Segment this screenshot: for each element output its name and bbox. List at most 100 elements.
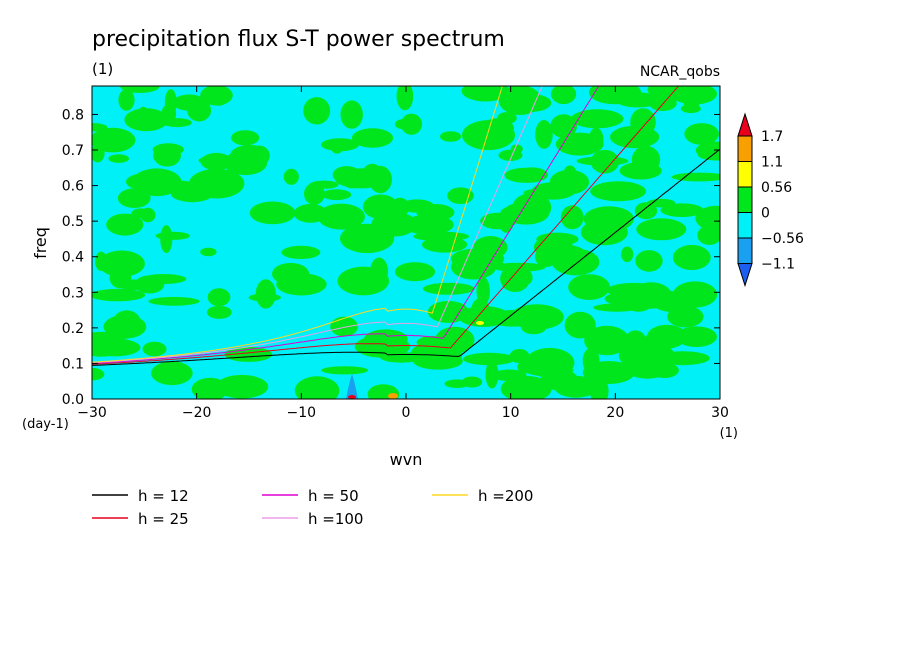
contour-blob (200, 152, 233, 171)
x-axis-label: wvn (390, 450, 423, 469)
contour-blob (593, 303, 640, 312)
contour-blob (568, 274, 610, 300)
colorbar-label: −0.56 (761, 231, 804, 247)
curve-legend: h = 12 h = 25 h = 50 h =100 h =200 (92, 487, 533, 528)
contour-blob (215, 374, 269, 399)
contour-blob (340, 100, 363, 129)
x-tick-label: 30 (711, 405, 729, 421)
contour-blob (283, 168, 299, 185)
y-axis-label: freq (31, 227, 50, 259)
colorbar-segment (737, 212, 753, 239)
contour-blob (92, 127, 136, 153)
contour-blob (153, 144, 182, 167)
y-axis-unit: (day-1) (22, 417, 69, 432)
contour-blob (321, 366, 369, 375)
contour-blob (223, 150, 268, 176)
contour-blob (332, 166, 361, 184)
colorbar-top-triangle (737, 112, 753, 137)
contour-blob (422, 282, 475, 295)
legend-label: h =100 (308, 510, 363, 528)
contour-blob (667, 305, 704, 328)
contour-blob (487, 310, 537, 327)
dispersion-curve (92, 86, 600, 364)
contour-peak-red (348, 395, 356, 399)
contour-blob (634, 202, 658, 220)
contour-blob (660, 203, 704, 217)
contour-blob (106, 213, 144, 236)
contour-blob (440, 131, 462, 142)
y-axis-ticks: 0.0 0.1 0.2 0.3 0.4 0.5 0.6 0.7 0.8 (62, 107, 720, 408)
contour-blob (461, 86, 510, 102)
dispersion-curve (92, 86, 503, 363)
contour-blob (551, 86, 577, 105)
contour-blob (92, 367, 105, 381)
contour-blob (549, 169, 590, 195)
dispersion-curve (92, 148, 720, 366)
y-tick-label: 0.0 (62, 392, 84, 408)
chart-subtitle-left: (1) (92, 60, 113, 78)
contour-blob (576, 156, 629, 166)
contour-blob (584, 325, 630, 356)
y-tick-label: 0.4 (62, 250, 84, 266)
colorbar-segment (737, 161, 753, 188)
contour-blob (480, 212, 517, 230)
y-tick-label: 0.1 (62, 356, 84, 372)
contour-blob (655, 351, 710, 366)
contour-blob (351, 128, 394, 148)
contour-blob (672, 244, 711, 271)
legend-label: h = 12 (138, 487, 189, 505)
contour-blob (276, 273, 327, 296)
dispersion-curves (92, 86, 720, 366)
contour-blob (148, 296, 200, 306)
contour-blob (294, 376, 340, 399)
contour-blob (695, 141, 720, 159)
contour-blob (321, 189, 352, 201)
contour-blob (125, 173, 165, 191)
x-tick-label: −30 (77, 405, 107, 421)
contour-blob (345, 180, 358, 189)
contour-blob (444, 379, 470, 389)
y-tick-label: 0.8 (62, 107, 84, 123)
colorbar-bottom-triangle (737, 263, 753, 288)
contour-blob (112, 310, 141, 334)
contour-blob (516, 167, 548, 183)
contour-blob (509, 349, 530, 364)
chart-subtitle-right: NCAR_qobs (640, 64, 720, 80)
contour-peak-yellow (476, 321, 484, 325)
y-tick-label: 0.3 (62, 285, 84, 301)
contour-blob (497, 112, 517, 124)
contour-blob (140, 207, 156, 223)
x-axis-unit: (1) (720, 426, 738, 441)
contour-blob (92, 144, 105, 163)
y-tick-label: 0.7 (62, 143, 84, 159)
contour-blob (338, 275, 354, 290)
x-tick-label: −10 (287, 405, 317, 421)
contour-blob (303, 97, 331, 125)
contour-blob (395, 119, 410, 130)
colorbar-segment (737, 135, 753, 162)
contour-blob (500, 265, 531, 293)
contour-blob (560, 205, 584, 230)
chart-title: precipitation flux S-T power spectrum (92, 27, 505, 52)
contour-blob (255, 279, 276, 309)
contour-blob (118, 279, 150, 291)
contour-blob (309, 180, 339, 189)
contour-blob (170, 185, 214, 203)
contour-fill-layer (92, 86, 720, 399)
contour-blob (396, 86, 414, 111)
contour-blob (371, 212, 417, 237)
contour-blob (512, 192, 552, 223)
contour-blob (638, 252, 658, 270)
contour-blob (564, 311, 596, 339)
contour-blob (680, 104, 701, 114)
contour-blob (697, 225, 720, 245)
contour-blob (400, 113, 423, 135)
contour-blob (206, 305, 232, 319)
contour-blob (118, 89, 135, 111)
contour-blob (317, 203, 365, 230)
contour-blob (619, 161, 662, 180)
contour-blob (671, 172, 720, 182)
contour-blob (498, 86, 542, 115)
contour-blob (231, 130, 260, 146)
